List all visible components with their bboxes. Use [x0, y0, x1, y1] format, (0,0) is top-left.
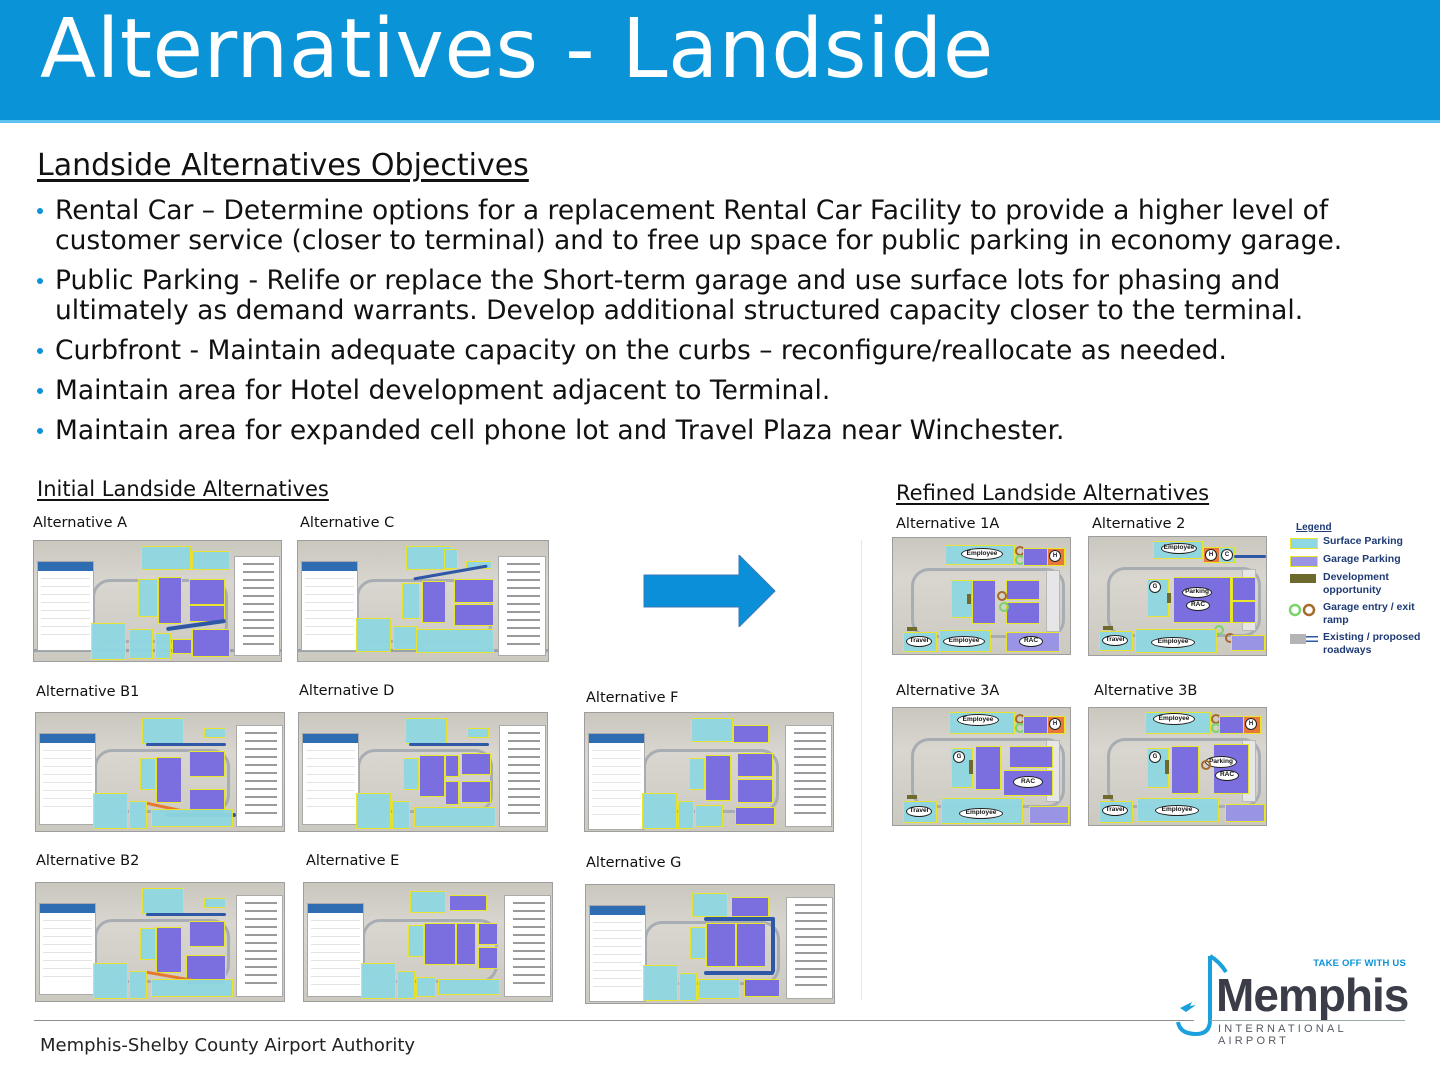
alt-g-label: Alternative G — [586, 855, 682, 871]
objectives-heading: Landside Alternatives Objectives — [37, 148, 529, 183]
footer-organization: Memphis-Shelby County Airport Authority — [40, 1035, 416, 1056]
alt-3a-map: Employee H G RAC Travel Employee — [892, 707, 1071, 826]
right-arrow-icon — [643, 555, 776, 627]
logo-tagline: TAKE OFF WITH US — [1313, 958, 1406, 969]
objective-cell-phone-lot: Maintain area for expanded cell phone lo… — [37, 416, 1417, 446]
alt-b1-label: Alternative B1 — [36, 684, 140, 700]
footer-divider — [34, 1020, 1194, 1021]
alt-f-label: Alternative F — [586, 690, 679, 706]
legend-development-opportunity: Development opportunity — [1288, 571, 1438, 599]
legend-garage-ramp: Garage entry / exit ramp — [1288, 601, 1438, 629]
alt-a-label: Alternative A — [33, 515, 128, 531]
alt-b2-map — [35, 882, 285, 1002]
objectives-list: Rental Car – Determine options for a rep… — [37, 196, 1417, 456]
surface-parking-swatch — [1290, 538, 1318, 549]
alt-3a-label: Alternative 3A — [896, 683, 1000, 699]
logo-rule — [1210, 1020, 1405, 1021]
banner-accent-line — [0, 120, 1440, 123]
logo-wordmark: Memphis — [1216, 969, 1409, 1021]
garage-parking-swatch — [1290, 556, 1318, 567]
alt-d-label: Alternative D — [299, 683, 395, 699]
alt-e-map — [303, 882, 553, 1002]
alt-1a-label: Alternative 1A — [896, 516, 1000, 532]
alt-2-label: Alternative 2 — [1092, 516, 1186, 532]
alt-c-label: Alternative C — [300, 515, 395, 531]
alt-c-map — [297, 540, 549, 662]
section-divider — [861, 540, 862, 1000]
legend-roadways: Existing / proposed roadways — [1288, 631, 1438, 659]
alt-e-label: Alternative E — [306, 853, 400, 869]
alt-f-map — [584, 712, 834, 832]
legend-title: Legend — [1296, 522, 1332, 533]
title-banner — [0, 0, 1440, 120]
refined-alternatives-heading: Refined Landside Alternatives — [896, 481, 1210, 505]
legend-surface-parking: Surface Parking — [1288, 535, 1438, 551]
roadway-swatch-icon — [1290, 634, 1318, 644]
objective-rental-car: Rental Car – Determine options for a rep… — [37, 196, 1365, 256]
alt-b1-map — [35, 712, 285, 832]
objective-curbfront: Curbfront - Maintain adequate capacity o… — [37, 336, 1417, 366]
alt-1a-map: Employee H Travel Employee RAC — [892, 537, 1071, 655]
alt-b2-label: Alternative B2 — [36, 853, 140, 869]
objective-public-parking: Public Parking - Relife or replace the S… — [37, 266, 1305, 326]
page-title: Alternatives - Landside — [40, 2, 994, 97]
map-legend: Legend Surface Parking Garage Parking De… — [1288, 522, 1438, 659]
garage-ramp-rings-icon — [1288, 603, 1316, 617]
memphis-airport-logo: TAKE OFF WITH US Memphis INTERNATIONAL A… — [1170, 950, 1420, 1047]
alt-3b-label: Alternative 3B — [1094, 683, 1198, 699]
alt-g-map — [585, 884, 835, 1004]
alt-2-map: Employee H C G Parking RAC Travel Employ… — [1088, 536, 1267, 656]
logo-subtitle: INTERNATIONAL AIRPORT — [1218, 1023, 1347, 1047]
alt-a-map — [33, 540, 282, 662]
legend-garage-parking: Garage Parking — [1288, 553, 1438, 569]
development-swatch — [1290, 574, 1316, 583]
note-plane-icon — [1176, 954, 1228, 1037]
objective-hotel: Maintain area for Hotel development adja… — [37, 376, 1417, 406]
initial-alternatives-heading: Initial Landside Alternatives — [37, 477, 329, 501]
alt-3b-map: Employee H G Parking RAC Travel Employee — [1088, 707, 1267, 826]
alt-d-map — [298, 712, 548, 832]
